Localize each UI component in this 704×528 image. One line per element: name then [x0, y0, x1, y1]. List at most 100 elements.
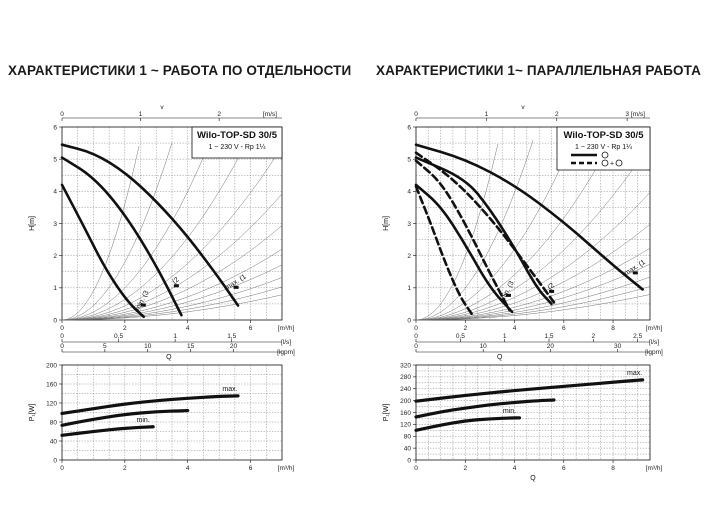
left-head-pump-spec: 1 ~ 230 V - Rp 1¼ — [208, 144, 265, 151]
left-head-xtick-label: 2 — [123, 325, 127, 332]
right-head-system-curve — [415, 144, 651, 321]
left-head-curve-2 — [60, 183, 146, 319]
left-head-curve-marker-1 — [173, 284, 179, 288]
left-head-ytick-label: 0 — [53, 317, 57, 324]
left-head-top-tick-label: 2 — [217, 111, 221, 118]
left-head-curve-marker-0 — [233, 285, 239, 289]
right-power-curve-2 — [414, 416, 522, 432]
right-head-system-curve — [415, 143, 499, 321]
right-power-xtick-label: 8 — [611, 465, 615, 472]
left-power-curve-2 — [60, 425, 155, 437]
left-power-curve-label-2: min. — [137, 417, 150, 424]
left-head-ytick-label: 5 — [53, 156, 57, 163]
left-head-pump-name: Wilo-TOP-SD 30/5 — [197, 130, 278, 141]
left-head-sec-tick-label: 1,5 — [227, 333, 236, 340]
left-head-xtick-label: 6 — [249, 325, 253, 332]
right-head-sec-tick-label: 0 — [414, 343, 418, 350]
right-head-system-curve — [415, 276, 651, 321]
left-head-xunit: [m³/h] — [278, 325, 295, 332]
right-power-ytick-label: 80 — [404, 434, 412, 441]
right-power-curve-0 — [414, 378, 645, 403]
left-power-xtick-label: 6 — [249, 465, 253, 472]
right-head-top-tick-label: 3 — [625, 111, 629, 118]
right-head-curve-5 — [414, 185, 474, 317]
left-head-sec-tick-label: 0 — [60, 343, 64, 350]
left-power-ytick-label: 40 — [50, 438, 58, 445]
right-head-ytick-label: 5 — [407, 156, 411, 163]
left-head-ytick-label: 1 — [53, 285, 57, 292]
left-head-sec-unit: [lgpm] — [277, 349, 295, 356]
right-power-ylabel: P₁[W] — [383, 404, 390, 422]
right-head-sec-tick-label: 2,5 — [633, 333, 642, 340]
right-power-ytick-label: 160 — [400, 410, 411, 417]
left-head-curve-marker-2 — [140, 303, 146, 307]
left-head-ytick-label: 3 — [53, 221, 57, 228]
right-power-ytick-label: 0 — [407, 457, 411, 464]
right-head-xunit: [m³/h] — [646, 325, 663, 332]
left-power-xtick-label: 4 — [186, 465, 190, 472]
left-power-curve-0 — [60, 394, 240, 416]
right-power-xtick-label: 0 — [414, 465, 418, 472]
left-head-sec-tick-label: 1 — [173, 333, 177, 340]
left-head-ytick-label: 4 — [53, 189, 57, 196]
left-power-xtick-label: 0 — [60, 465, 64, 472]
right-head-xtick-label: 6 — [562, 325, 566, 332]
right-head-sec-tick-label: 1 — [503, 333, 507, 340]
right-head-curve-marker-4 — [505, 293, 511, 297]
left-head-system-curve — [61, 142, 173, 321]
left-head-system-curve — [61, 248, 283, 321]
right-power-curve-label-0: max. — [627, 370, 642, 377]
left-head-top-tick-label: 0 — [60, 111, 64, 118]
right-head-ytick-label: 4 — [407, 189, 411, 196]
left-head-xtick-label: 0 — [60, 325, 64, 332]
right-head-curve-label-2: (2 — [547, 282, 556, 291]
right-head-curve-label-4: min. (3 — [500, 280, 516, 302]
left-head-sec-tick-label: 5 — [103, 343, 107, 350]
right-power-ytick-label: 40 — [404, 445, 412, 452]
left-head-curve-label-1: (2 — [171, 276, 180, 285]
left-head-system-curve — [61, 193, 283, 321]
right-power-xtick-label: 2 — [463, 465, 467, 472]
right-power-curve-label-2: min. — [503, 408, 516, 415]
right-power-xunit: [m³/h] — [646, 465, 663, 472]
right-head-ytick-label: 6 — [407, 124, 411, 131]
left-page-title: ХАРАКТЕРИСТИКИ 1 ~ РАБОТА ПО ОТДЕЛЬНОСТИ — [8, 63, 352, 78]
left-power-panel: 0 40 80 120 160 200 0 2 4 6 [m³/h] P₁[W] max. min. — [29, 362, 294, 472]
left-power-ytick-label: 0 — [53, 457, 57, 464]
left-head-sec-tick-label: 20 — [230, 343, 238, 350]
right-head-system-curve — [415, 138, 575, 321]
right-head-ytick-label: 3 — [407, 221, 411, 228]
right-head-sec-tick-label: 1,5 — [544, 333, 553, 340]
right-head-sec-tick-label: 30 — [614, 343, 622, 350]
left-head-system-curve — [61, 277, 283, 321]
left-power-ytick-label: 160 — [46, 381, 57, 388]
left-head-sec-tick-label: 10 — [144, 343, 152, 350]
right-head-legend-pump-icon — [601, 159, 609, 167]
right-power-xtick-label: 6 — [562, 465, 566, 472]
right-head-sec-tick-label: 10 — [480, 343, 488, 350]
left-head-system-curve — [61, 137, 250, 321]
right-head-pump-name: Wilo-TOP-SD 30/5 — [564, 130, 645, 141]
right-head-curve-2 — [414, 156, 553, 306]
right-head-top-tick-label: 0 — [414, 111, 418, 118]
left-head-ytick-label: 6 — [53, 124, 57, 131]
right-power-xlabel: Q — [530, 475, 536, 482]
left-head-xlabel: Q — [166, 354, 172, 361]
right-head-ytick-label: 0 — [407, 317, 411, 324]
right-head-sec-unit: [l/s] — [649, 339, 659, 346]
left-head-curve-0 — [60, 143, 240, 307]
right-head-xtick-label: 4 — [513, 325, 517, 332]
left-power-xunit: [m³/h] — [278, 465, 295, 472]
right-power-ytick-label: 320 — [400, 362, 411, 369]
left-power-ytick-label: 120 — [46, 400, 57, 407]
right-head-sec-tick-label: 2 — [592, 333, 596, 340]
left-head-system-curve — [61, 294, 283, 321]
left-head-system-curve — [61, 140, 211, 321]
left-head-info-box — [191, 126, 283, 159]
left-head-sec-tick-label: 15 — [187, 343, 195, 350]
right-head-top-axis-label: v — [521, 104, 525, 111]
left-power-ytick-label: 80 — [50, 419, 58, 426]
left-head-sec-unit: [l/s] — [281, 339, 291, 346]
